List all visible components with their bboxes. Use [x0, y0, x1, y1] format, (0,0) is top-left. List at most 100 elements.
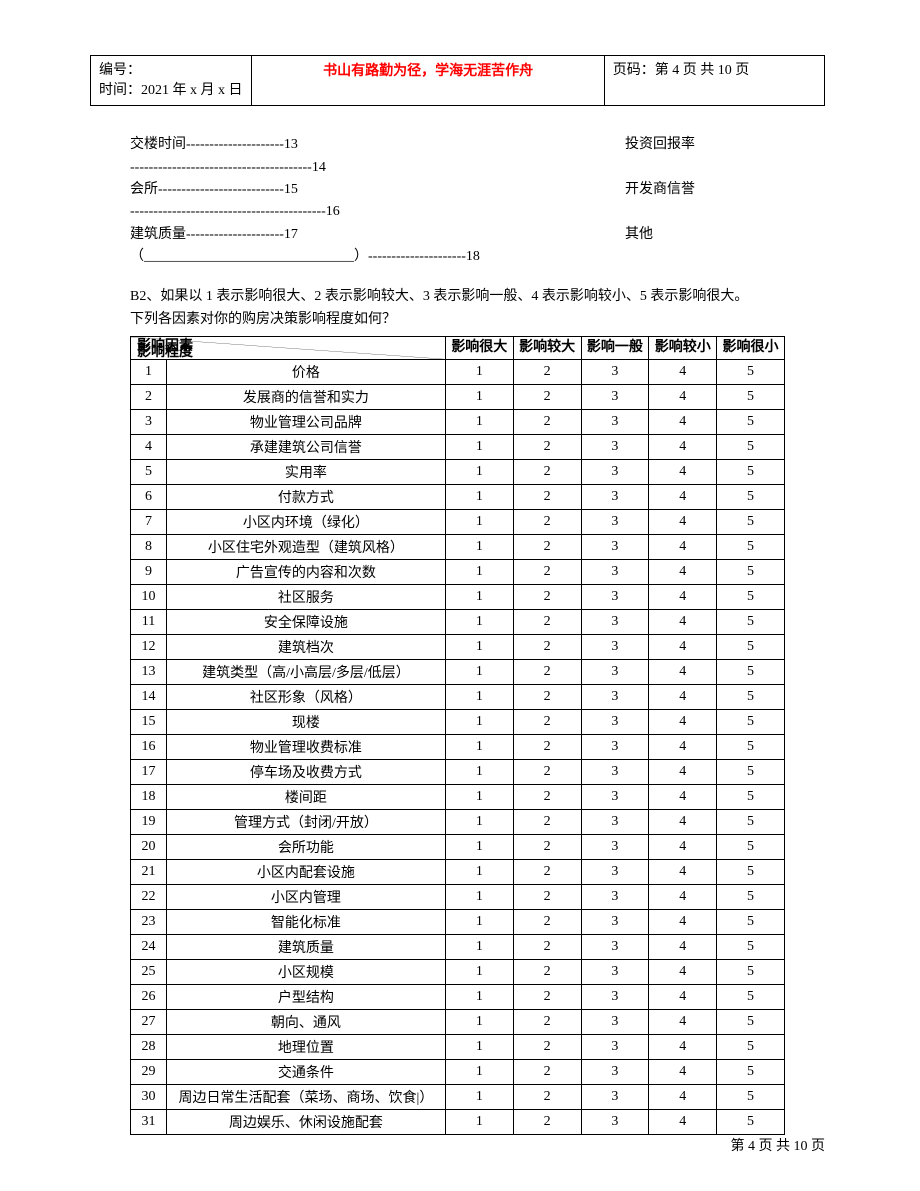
table-row: 6付款方式12345: [131, 485, 785, 510]
rating-cell: 5: [717, 1035, 785, 1060]
rating-cell: 5: [717, 610, 785, 635]
table-row: 24建筑质量12345: [131, 935, 785, 960]
rating-cell: 4: [649, 935, 717, 960]
diagonal-header-cell: 影响程度 影响因素: [131, 337, 446, 360]
rating-cell: 3: [581, 585, 649, 610]
rating-cell: 1: [445, 360, 513, 385]
rating-cell: 2: [513, 1010, 581, 1035]
rating-cell: 1: [445, 585, 513, 610]
rating-cell: 2: [513, 1060, 581, 1085]
rating-cell: 4: [649, 585, 717, 610]
rating-cell: 4: [649, 760, 717, 785]
rating-cell: 2: [513, 1085, 581, 1110]
rating-header-3: 影响较小: [649, 337, 717, 360]
row-factor: 小区内环境（绿化）: [166, 510, 445, 535]
rating-cell: 2: [513, 510, 581, 535]
rating-cell: 2: [513, 435, 581, 460]
table-row: 15现楼12345: [131, 710, 785, 735]
rating-cell: 3: [581, 535, 649, 560]
rating-cell: 3: [581, 560, 649, 585]
rating-cell: 4: [649, 385, 717, 410]
rating-cell: 4: [649, 535, 717, 560]
rating-cell: 2: [513, 760, 581, 785]
rating-cell: 5: [717, 960, 785, 985]
header-center-title: 书山有路勤为径，学海无涯苦作舟: [252, 56, 604, 106]
rating-header-1: 影响较大: [513, 337, 581, 360]
question-intro-line2: 下列各因素对你的购房决策影响程度如何？: [130, 308, 785, 332]
rating-cell: 2: [513, 535, 581, 560]
table-row: 4承建建筑公司信誉12345: [131, 435, 785, 460]
rating-cell: 5: [717, 1060, 785, 1085]
rating-cell: 2: [513, 410, 581, 435]
table-row: 14社区形象（风格）12345: [131, 685, 785, 710]
rating-cell: 1: [445, 910, 513, 935]
row-number: 29: [131, 1060, 167, 1085]
row-number: 28: [131, 1035, 167, 1060]
rating-cell: 4: [649, 510, 717, 535]
rating-cell: 4: [649, 635, 717, 660]
rating-cell: 5: [717, 535, 785, 560]
rating-cell: 5: [717, 485, 785, 510]
rating-cell: 4: [649, 410, 717, 435]
rating-cell: 3: [581, 710, 649, 735]
table-row: 13建筑类型（高/小高层/多层/低层）12345: [131, 660, 785, 685]
row-number: 27: [131, 1010, 167, 1035]
header-page-label: 页码：第 4 页 共 10 页: [604, 56, 824, 106]
rating-cell: 3: [581, 1085, 649, 1110]
rating-cell: 1: [445, 1110, 513, 1135]
rating-cell: 4: [649, 1060, 717, 1085]
row-factor: 付款方式: [166, 485, 445, 510]
row-number: 24: [131, 935, 167, 960]
rating-cell: 1: [445, 535, 513, 560]
rating-cell: 5: [717, 560, 785, 585]
content-section: 交楼时间---------------------13投资回报率--------…: [90, 134, 825, 1135]
question-intro-line1: B2、如果以 1 表示影响很大、2 表示影响较大、3 表示影响一般、4 表示影响…: [130, 285, 785, 309]
rating-cell: 2: [513, 685, 581, 710]
rating-cell: 1: [445, 685, 513, 710]
list-items-block: 交楼时间---------------------13投资回报率--------…: [130, 134, 785, 268]
rating-cell: 2: [513, 860, 581, 885]
list-item-right: 其他: [625, 224, 785, 246]
rating-cell: 3: [581, 760, 649, 785]
rating-cell: 5: [717, 760, 785, 785]
page-header-table: 编号： 时间：2021 年 x 月 x 日 书山有路勤为径，学海无涯苦作舟 页码…: [90, 55, 825, 106]
rating-cell: 3: [581, 435, 649, 460]
rating-cell: 4: [649, 685, 717, 710]
list-item-left: 建筑质量---------------------17: [130, 224, 625, 246]
rating-cell: 4: [649, 810, 717, 835]
rating-cell: 3: [581, 835, 649, 860]
rating-cell: 3: [581, 685, 649, 710]
list-item-left: ----------------------------------------…: [130, 201, 625, 223]
rating-cell: 4: [649, 1010, 717, 1035]
rating-cell: 1: [445, 985, 513, 1010]
list-item-row: （______________________________）--------…: [130, 246, 785, 268]
rating-cell: 4: [649, 735, 717, 760]
rating-cell: 3: [581, 485, 649, 510]
table-row: 18楼间距12345: [131, 785, 785, 810]
list-item-right: 投资回报率: [625, 134, 785, 156]
rating-cell: 4: [649, 985, 717, 1010]
row-number: 7: [131, 510, 167, 535]
row-factor: 周边日常生活配套（菜场、商场、饮食|）: [166, 1085, 445, 1110]
rating-cell: 4: [649, 1035, 717, 1060]
table-row: 31周边娱乐、休闲设施配套12345: [131, 1110, 785, 1135]
row-number: 8: [131, 535, 167, 560]
rating-cell: 5: [717, 885, 785, 910]
rating-cell: 1: [445, 435, 513, 460]
table-row: 10社区服务12345: [131, 585, 785, 610]
row-number: 9: [131, 560, 167, 585]
rating-cell: 1: [445, 635, 513, 660]
row-factor: 交通条件: [166, 1060, 445, 1085]
header-time-label: 时间：2021 年 x 月 x 日: [99, 81, 243, 101]
row-factor: 社区形象（风格）: [166, 685, 445, 710]
list-item-left: ---------------------------------------1…: [130, 157, 625, 179]
rating-cell: 5: [717, 360, 785, 385]
table-row: 7小区内环境（绿化）12345: [131, 510, 785, 535]
rating-cell: 3: [581, 785, 649, 810]
rating-cell: 1: [445, 885, 513, 910]
table-row: 16物业管理收费标准12345: [131, 735, 785, 760]
rating-cell: 1: [445, 610, 513, 635]
rating-cell: 1: [445, 835, 513, 860]
rating-cell: 1: [445, 1085, 513, 1110]
table-row: 27朝向、通风12345: [131, 1010, 785, 1035]
